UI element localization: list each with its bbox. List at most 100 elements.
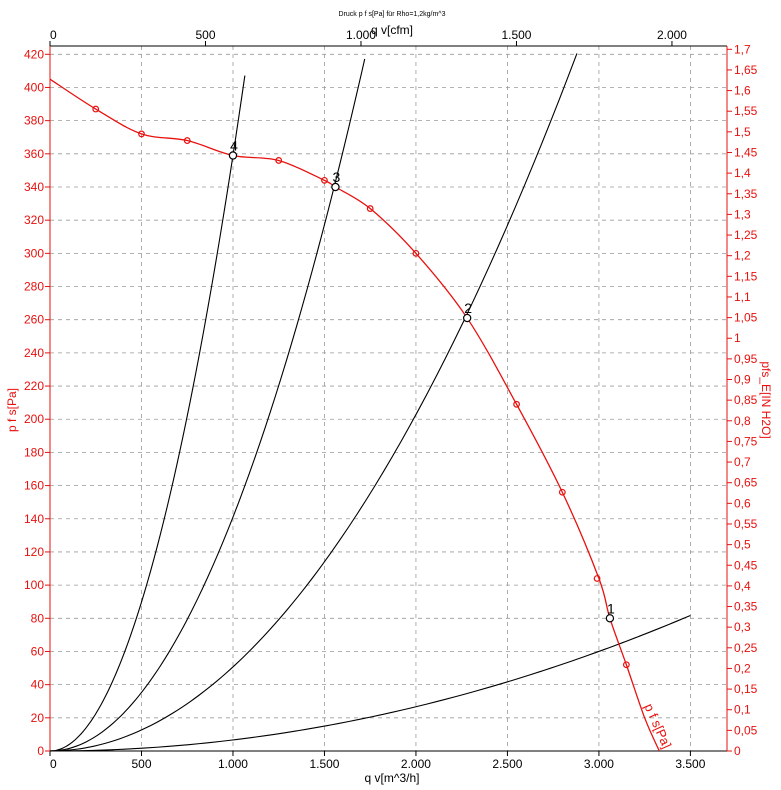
y-tick-label: 140 [24,512,44,526]
y2-tick-label: 0,95 [734,352,758,366]
y2-axis-title: pfs_E[IN H2O] [759,361,773,438]
y2-tick-label: 0,5 [734,538,751,552]
y-tick-label: 60 [31,644,45,658]
chart-title: Druck p f s[Pa] für Rho=1,2kg/m^3 [339,11,446,18]
y2-tick-label: 0,35 [734,600,758,614]
system-curve-4 [50,75,246,751]
plot-area: p f s[Pa] 1 2 3 4 [50,53,691,751]
fan-curve-marker [138,130,145,138]
system-curve-1 [50,614,691,751]
fan-curve-marker [513,400,520,408]
axes: 0 500 1.000 1.500 2.000 2.500 3.000 3.500 0 500 1.… [24,28,758,771]
y2-tick-label: 1,7 [734,42,751,56]
operating-point-1 [605,614,615,623]
x2-tick-label: 2.000 [657,28,687,42]
y2-tick-label: 1,55 [734,104,758,118]
x-tick-label: 2.500 [492,757,522,771]
y2-tick-label: 1,25 [734,228,758,242]
y2-tick-label: 0,9 [734,373,751,387]
y-tick-label: 340 [24,180,44,194]
y2-tick-label: 1,65 [734,63,758,77]
y2-tick-label: 0 [734,744,741,758]
y2-tick-label: 0,25 [734,641,758,655]
x2-tick-label: 1.500 [501,28,531,42]
y-tick-label: 320 [24,213,44,227]
fan-curve-marker [558,488,566,496]
y2-tick-label: 0,65 [734,476,758,490]
y2-tick-label: 0,3 [734,620,751,634]
x-tick-label: 500 [131,757,151,771]
y2-tick-label: 1,1 [734,290,751,304]
y2-tick-label: 1,2 [734,249,751,263]
y-tick-label: 200 [24,412,44,426]
fan-curve-marker [275,157,283,164]
y2-tick-label: 0,05 [734,723,758,737]
fan-curve-marker [593,575,601,582]
y-tick-label: 220 [24,379,44,393]
y-tick-label: 100 [24,578,44,592]
y-axis-title: p f s[Pa] [5,388,19,432]
operating-point-label-1: 1 [607,600,615,616]
fan-curve-marker [366,205,374,212]
grid-lines [50,46,727,751]
y-tick-label: 0 [37,744,44,758]
y2-tick-label: 0,45 [734,558,758,572]
fan-curve-marker [92,105,100,113]
y2-tick-label: 0,7 [734,455,751,469]
y-tick-label: 260 [24,313,44,327]
y-tick-label: 20 [31,711,45,725]
fan-curve-marker [183,137,191,144]
y2-tick-label: 0,55 [734,517,758,531]
operating-point-2 [462,313,472,323]
system-curve-2 [50,53,578,751]
y2-tick-label: 1,35 [734,187,758,201]
y2-tick-label: 0,2 [734,661,751,675]
x-tick-label: 0 [50,757,57,771]
y2-tick-label: 1,4 [734,166,751,180]
y2-tick-label: 0,8 [734,414,751,428]
y-tick-label: 360 [24,147,44,161]
y-tick-label: 240 [24,346,44,360]
operating-point-4 [228,151,238,160]
fan-curve-marker [622,661,630,669]
x-axis-title: q v[m^3/h] [365,771,420,785]
y2-tick-label: 1,3 [734,207,751,221]
y2-tick-label: 1,45 [734,145,758,159]
operating-point-label-4: 4 [230,137,238,153]
y-tick-label: 400 [24,80,44,94]
fan-curve-marker [321,176,328,184]
y-tick-label: 380 [24,114,44,128]
y-tick-label: 180 [24,445,44,459]
operating-point-3 [331,182,340,192]
x2-axis-title: q v[cfm] [371,23,413,37]
x-tick-label: 1.500 [309,757,339,771]
y2-tick-label: 1,6 [734,84,751,98]
x-tick-label: 3.000 [584,757,614,771]
x2-tick-label: 1.000 [346,28,376,42]
y2-tick-label: 0,15 [734,682,758,696]
x2-tick-label: 500 [195,28,215,42]
y-tick-label: 280 [24,280,44,294]
y-tick-label: 420 [24,47,44,61]
y2-tick-label: 1,05 [734,311,758,325]
y-tick-label: 120 [24,545,44,559]
operating-point-label-2: 2 [464,300,472,316]
x-tick-label: 2.000 [401,757,431,771]
x-tick-label: 1.000 [218,757,248,771]
y2-tick-label: 1 [734,331,741,345]
operating-point-label-3: 3 [333,169,341,185]
system-curve-3 [50,58,366,751]
y2-tick-label: 0,6 [734,496,751,510]
x-tick-label: 3.500 [675,757,705,771]
y2-tick-label: 0,75 [734,434,758,448]
fan-curve-marker [412,249,420,257]
y2-tick-label: 0,4 [734,579,751,593]
plot-clip [50,53,691,751]
y-tick-label: 40 [31,678,45,692]
y-tick-label: 160 [24,479,44,493]
y2-tick-label: 1,15 [734,269,758,283]
y2-tick-label: 0,85 [734,393,758,407]
y-tick-label: 80 [31,611,45,625]
y2-tick-label: 0,1 [734,703,751,717]
